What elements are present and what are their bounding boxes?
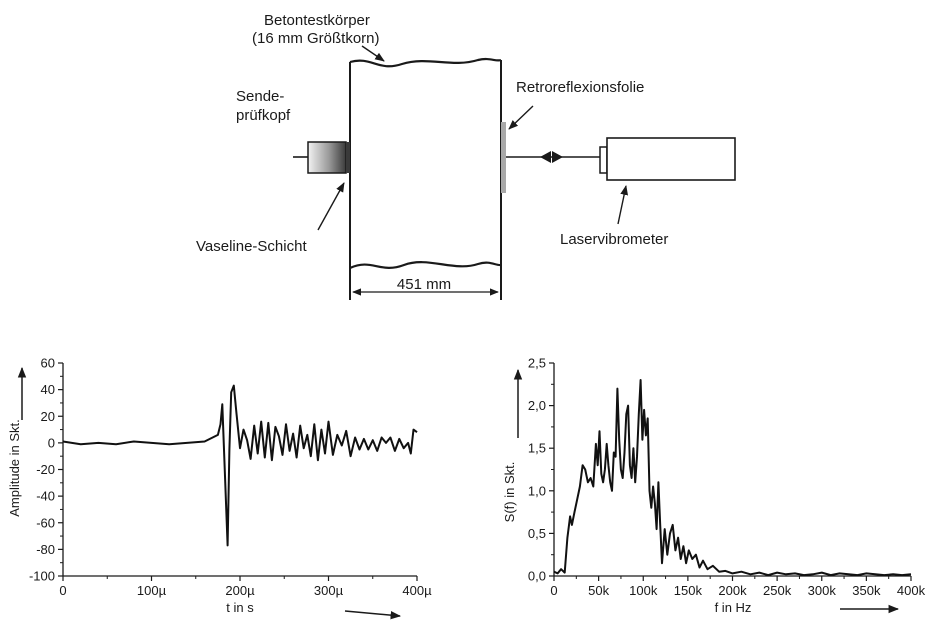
chart2-y-tick-label: 1,0 [528,483,546,498]
chart1-y-tick-label: 40 [41,382,55,397]
chart1-y-tick-label: 60 [41,356,55,371]
transducer-label-line1: Sende- [236,88,284,105]
retro-pointer-arrow [508,105,534,130]
chart1-y-tick-label: -100 [29,569,55,584]
chart1-y-tick-label: -80 [36,542,55,557]
chart1-y-tick-label: -40 [36,489,55,504]
retro-label: Retroreflexionsfolie [516,79,644,96]
chart1-y-tick-label: 0 [48,435,55,450]
chart1-x-tick-label: 400µ [402,583,432,598]
couplant-label: Vaseline-Schicht [196,238,307,255]
chart2-y-tick-label: 0,5 [528,526,546,541]
setup-diagram: Betontestkörper (16 mm Größtkorn) Sende-… [196,12,736,300]
chart2-x-tick-label: 300k [808,583,837,598]
chart2-x-tick-label: 0 [550,583,557,598]
time-chart-ylabel: Amplitude in Skt. [7,419,22,517]
chart1-x-tick-label: 0 [59,583,66,598]
chart2-x-tick-label: 150k [674,583,703,598]
couplant-pointer-arrow [317,182,345,231]
chart1-x-tick-label: 100µ [137,583,167,598]
retroreflective-foil [501,122,506,193]
chart2-y-tick-label: 2,0 [528,398,546,413]
concrete-specimen [349,57,502,300]
chart2-x-tick-label: 200k [718,583,747,598]
time-chart-x-direction-arrow [344,610,402,620]
vibrometer-label: Laservibrometer [560,231,668,248]
chart1-x-tick-label: 300µ [314,583,344,598]
dimension-line [349,272,502,300]
specimen-pointer-arrow [361,45,385,62]
chart1-x-tick-label: 200µ [225,583,255,598]
chart1-y-tick-label: -60 [36,515,55,530]
specimen-label-line1: Betontestkörper [264,12,370,29]
dimension-label: 451 mm [397,276,451,293]
spectrum-chart-ylabel: S(f) in Skt. [502,462,517,523]
chart2-x-tick-label: 250k [763,583,792,598]
chart1-y-tick-label: 20 [41,409,55,424]
spectrum-chart-xlabel: f in Hz [715,600,752,615]
time-chart-xlabel: t in s [226,600,254,615]
vibrometer-pointer-arrow [617,185,629,225]
chart1-y-tick-label: -20 [36,462,55,477]
chart2-y-tick-label: 1,5 [528,441,546,456]
chart2-y-tick-label: 2,5 [528,356,546,371]
specimen-label-line2: (16 mm Größtkorn) [252,30,380,47]
chart2-x-tick-label: 350k [852,583,881,598]
laser-vibrometer [599,137,736,181]
transmitter-probe [293,141,350,174]
chart2-x-tick-label: 100k [629,583,658,598]
chart2-x-tick-label: 400k [897,583,926,598]
chart1-series-0-line [62,384,418,547]
chart2-y-tick-label: 0,0 [528,569,546,584]
laser-beam [506,151,600,163]
spectrum-chart: 0 50k 100k 150k 200k 250k 300k 350k 400k 0,0 0,5 1,… [502,356,926,616]
chart2-series-0-line [553,379,912,577]
time-signal-chart: 0 100µ 200µ 300µ 400µ -100 -80 -60 -40 -20 0 20 40 60… [7,356,432,620]
chart2-x-tick-label: 50k [588,583,609,598]
transducer-label-line2: prüfkopf [236,107,291,124]
